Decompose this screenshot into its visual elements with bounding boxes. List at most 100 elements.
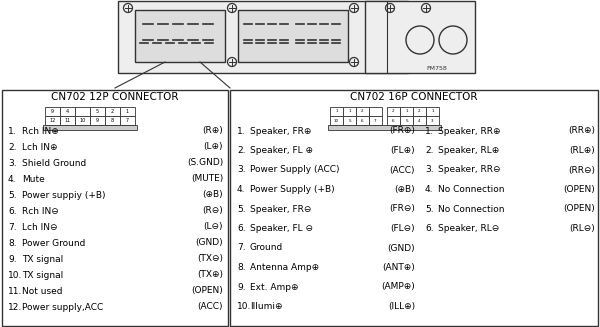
Bar (75, 116, 90, 125)
Text: 5: 5 (96, 109, 99, 114)
Text: Speaker, RR⊕: Speaker, RR⊕ (438, 127, 500, 135)
Text: Shield Ground: Shield Ground (22, 159, 86, 167)
Text: (ACC): (ACC) (389, 165, 415, 175)
Text: 2.: 2. (237, 146, 245, 155)
Text: Speaker, RL⊕: Speaker, RL⊕ (438, 146, 499, 155)
Bar (105, 116, 120, 125)
Text: (L⊖): (L⊖) (203, 222, 223, 232)
Bar (365, 1, 475, 73)
Text: 4.: 4. (425, 185, 433, 194)
Text: (OPEN): (OPEN) (191, 286, 223, 296)
Text: (MUTE): (MUTE) (191, 175, 223, 183)
Bar (43, 125, 137, 130)
Text: (AMP⊕): (AMP⊕) (381, 283, 415, 291)
Text: 9: 9 (96, 118, 99, 123)
Text: 4: 4 (66, 109, 69, 114)
Text: (GND): (GND) (196, 238, 223, 248)
Bar (343, 116, 356, 125)
Text: 9.: 9. (8, 254, 17, 264)
Text: (ILL⊕): (ILL⊕) (388, 302, 415, 311)
Text: 4.: 4. (8, 175, 17, 183)
Bar (230, 90, 598, 326)
Text: (S.GND): (S.GND) (187, 159, 223, 167)
Bar (387, 116, 400, 125)
Text: 5: 5 (405, 118, 408, 123)
Text: 11: 11 (64, 118, 71, 123)
Text: Speaker, RR⊖: Speaker, RR⊖ (438, 165, 500, 175)
Text: 7.: 7. (8, 222, 17, 232)
Text: Power Supply (ACC): Power Supply (ACC) (250, 165, 340, 175)
Text: 6: 6 (361, 118, 364, 123)
Text: 12: 12 (49, 118, 56, 123)
Text: (GND): (GND) (388, 244, 415, 252)
Bar (356, 107, 369, 116)
Bar (60, 107, 75, 116)
Text: 2: 2 (418, 110, 421, 113)
Text: 7.: 7. (237, 244, 245, 252)
Text: (R⊖): (R⊖) (202, 206, 223, 215)
Bar (400, 107, 413, 116)
Text: 2.: 2. (425, 146, 433, 155)
Text: 3.: 3. (237, 165, 245, 175)
Text: 5.: 5. (8, 191, 17, 199)
Bar (105, 107, 120, 116)
Text: TX signal: TX signal (22, 270, 63, 280)
Bar (426, 107, 439, 116)
Text: 10: 10 (79, 118, 86, 123)
Bar (413, 116, 426, 125)
Bar (120, 116, 135, 125)
Text: Speaker, FL ⊖: Speaker, FL ⊖ (250, 224, 313, 233)
Text: 1: 1 (126, 109, 129, 114)
Text: Speaker, FR⊖: Speaker, FR⊖ (250, 204, 311, 214)
Bar (90, 116, 105, 125)
Text: 5.: 5. (425, 204, 434, 214)
Text: (TX⊖): (TX⊖) (197, 254, 223, 264)
Text: 6: 6 (392, 118, 395, 123)
Bar (356, 116, 369, 125)
Bar (45, 116, 60, 125)
Text: 2: 2 (392, 110, 395, 113)
Bar (369, 107, 382, 116)
Text: 12.: 12. (8, 302, 22, 312)
Text: Not used: Not used (22, 286, 62, 296)
Text: 2.: 2. (8, 143, 17, 151)
Bar (413, 107, 426, 116)
Text: 11.: 11. (8, 286, 22, 296)
Bar (90, 107, 105, 116)
Text: 10.: 10. (237, 302, 251, 311)
Text: Ext. Amp⊕: Ext. Amp⊕ (250, 283, 299, 291)
Bar (369, 116, 382, 125)
Text: 1.: 1. (237, 127, 245, 135)
Text: Rch IN⊕: Rch IN⊕ (22, 127, 59, 135)
Text: (L⊕): (L⊕) (203, 143, 223, 151)
Bar (426, 116, 439, 125)
Text: 2: 2 (361, 110, 364, 113)
Text: 9: 9 (51, 109, 54, 114)
Text: 5: 5 (348, 118, 351, 123)
Bar (387, 107, 400, 116)
Bar (45, 107, 60, 116)
Text: (RR⊖): (RR⊖) (568, 165, 595, 175)
Text: 4: 4 (418, 118, 421, 123)
Text: (ANT⊕): (ANT⊕) (382, 263, 415, 272)
Bar (118, 1, 408, 73)
Text: 7: 7 (126, 118, 129, 123)
Text: (FL⊖): (FL⊖) (391, 224, 415, 233)
Text: Lch IN⊕: Lch IN⊕ (22, 143, 58, 151)
Text: CN702 16P CONNECTOR: CN702 16P CONNECTOR (350, 92, 478, 102)
Text: 6.: 6. (8, 206, 17, 215)
Text: (TX⊕): (TX⊕) (197, 270, 223, 280)
Text: CN702 12P CONNECTOR: CN702 12P CONNECTOR (51, 92, 179, 102)
Text: Illumi⊕: Illumi⊕ (250, 302, 283, 311)
Text: (RR⊕): (RR⊕) (568, 127, 595, 135)
Text: 1: 1 (335, 110, 338, 113)
Text: (R⊕): (R⊕) (202, 127, 223, 135)
Text: 7: 7 (374, 118, 377, 123)
Text: FM758: FM758 (427, 65, 448, 71)
Text: No Connection: No Connection (438, 185, 505, 194)
Bar (75, 107, 90, 116)
Text: Speaker, RL⊖: Speaker, RL⊖ (438, 224, 499, 233)
Text: Speaker, FR⊕: Speaker, FR⊕ (250, 127, 311, 135)
Text: 1: 1 (405, 110, 408, 113)
Text: 10: 10 (334, 118, 339, 123)
